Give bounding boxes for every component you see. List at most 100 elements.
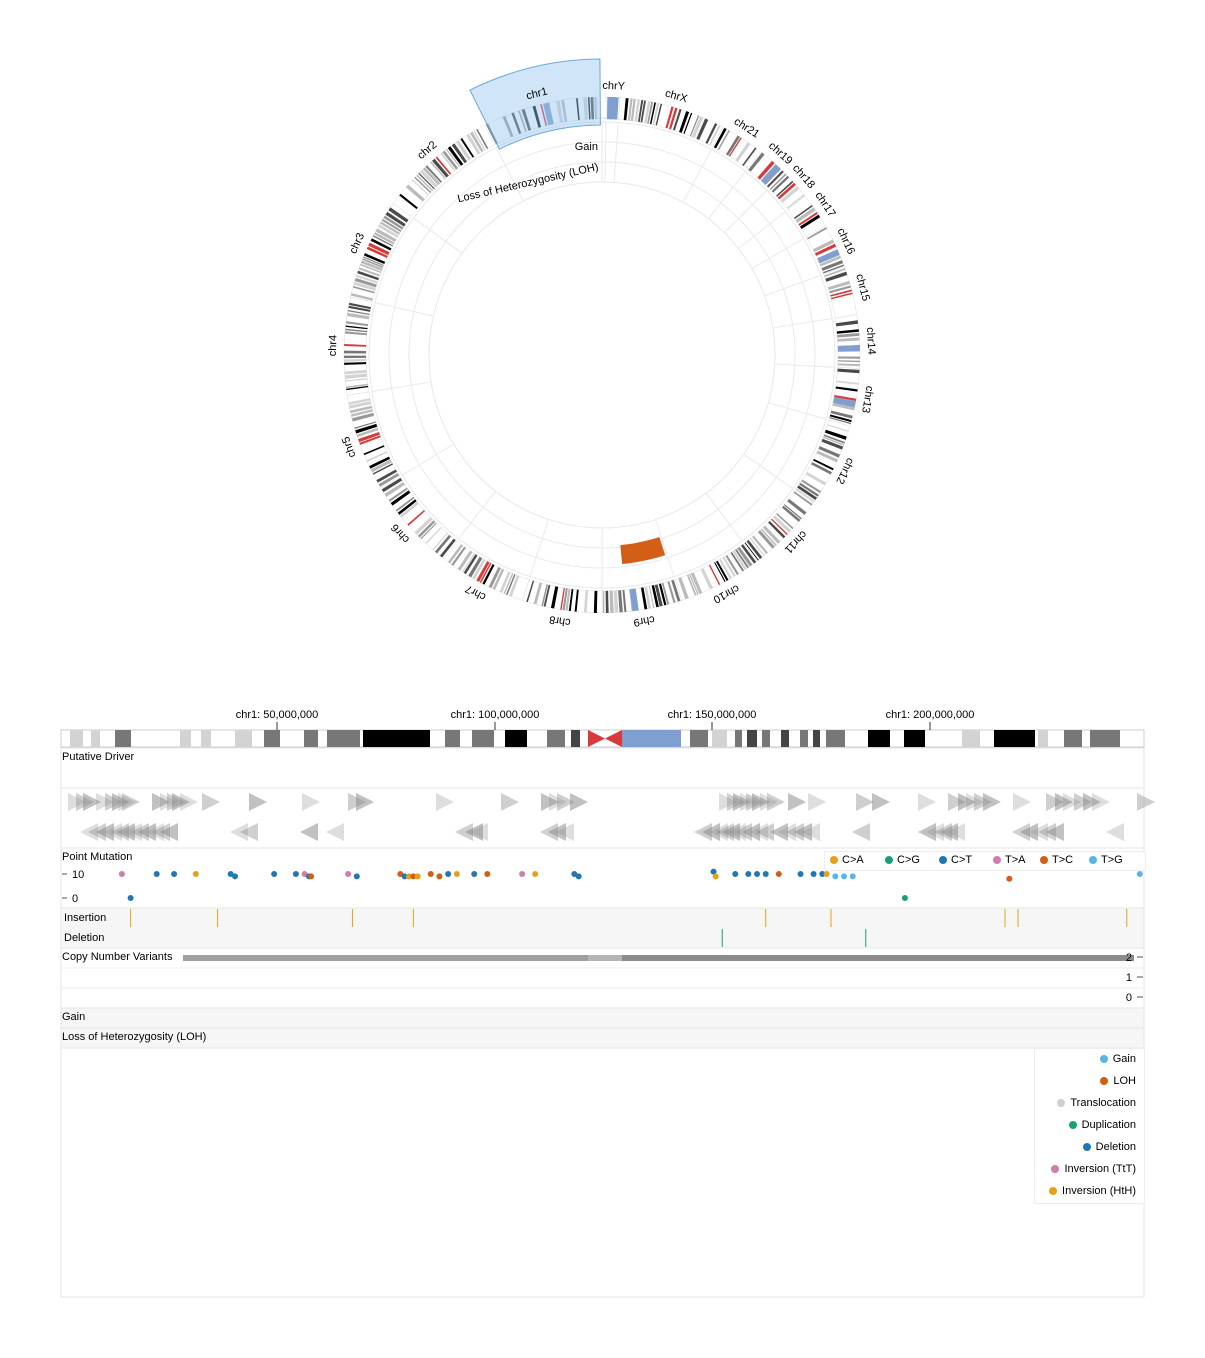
gene-glyph [958,793,976,811]
gene-glyph [778,823,796,841]
pm-legend-item[interactable]: T>A [993,854,1025,866]
gene-glyph [202,793,220,811]
point-mutation[interactable] [575,873,582,880]
gene-glyph [112,793,130,811]
point-mutation[interactable] [745,871,752,877]
point-mutation[interactable] [427,871,434,877]
gene-glyph [240,823,258,841]
legend-swatch [1068,1121,1077,1129]
point-mutation[interactable] [810,871,817,877]
point-mutation[interactable] [1136,871,1143,877]
point-mutation[interactable] [732,871,739,877]
chr1-selection-brush[interactable] [469,58,601,150]
chromosome-label-chrY: chrY [602,80,626,93]
circos-track-background [364,117,840,593]
point-mutation[interactable] [901,895,908,901]
gene-glyph [160,793,178,811]
point-mutation[interactable] [445,871,452,877]
sv-legend-item[interactable]: Inversion (HtH) [1049,1185,1136,1197]
pm-legend-item[interactable]: T>C [1040,854,1073,866]
point-mutation[interactable] [841,873,848,880]
point-mutation[interactable] [401,873,408,880]
point-mutation[interactable] [712,873,719,880]
point-mutation[interactable] [775,871,782,877]
point-mutation[interactable] [453,871,460,877]
point-mutation[interactable] [532,871,539,877]
gene-glyph [918,823,936,841]
gene-glyph [802,823,820,841]
gene-glyph [160,823,178,841]
pm-legend-item[interactable]: C>G [885,854,920,866]
point-mutation[interactable] [345,871,352,877]
point-mutation[interactable] [710,868,717,875]
pm-legend-item[interactable]: C>A [830,854,864,866]
point-mutation[interactable] [762,871,769,877]
gene-glyph [541,793,559,811]
legend-label: T>A [1005,854,1026,866]
point-mutation[interactable] [308,873,315,880]
point-mutation[interactable] [519,871,526,877]
point-mutation[interactable] [436,873,443,880]
point-mutation[interactable] [819,871,826,877]
gene-glyph [710,823,728,841]
loh-track [60,1027,1145,1049]
gene-glyph [856,793,874,811]
point-mutation[interactable] [353,873,360,880]
gene-glyph [122,793,140,811]
point-mutation[interactable] [271,871,278,877]
gene-glyph [926,823,944,841]
gene-glyph [455,823,473,841]
gene-glyph [760,793,778,811]
point-mutation[interactable] [410,873,417,880]
gene-glyph [80,823,98,841]
gene-glyph [852,823,870,841]
sv-legend-item[interactable]: Translocation [1057,1097,1136,1109]
gene-glyph [702,823,720,841]
chromosome-label-chr7: chr7 [463,582,488,603]
point-mutation[interactable] [1006,875,1013,882]
point-mutation[interactable] [832,873,839,880]
gene-glyph [728,823,746,841]
sv-legend-item[interactable]: Gain [1099,1053,1136,1065]
legend-swatch [830,856,838,864]
legend-label: C>A [842,854,864,866]
point-mutation[interactable] [232,873,239,880]
gene-glyph [104,823,122,841]
gene-glyph [356,793,374,811]
linear-genome-view: chr1: 50,000,000 chr1: 100,000,000 chr1:… [60,709,1155,1298]
point-mutation[interactable] [754,871,761,877]
point-mutation[interactable] [471,871,478,877]
point-mutation[interactable] [127,895,134,901]
gene-glyph [1013,793,1031,811]
deletion-label: Deletion [64,932,104,944]
axis-tick-label: chr1: 200,000,000 [886,709,975,721]
point-mutation[interactable] [414,873,421,880]
sv-legend-item[interactable]: Inversion (TtT) [1051,1163,1136,1175]
gene-glyph [742,823,760,841]
pm-tick-label: 10 [72,869,84,881]
sv-legend-item[interactable]: Duplication [1068,1119,1136,1131]
point-mutation[interactable] [484,871,491,877]
point-mutation[interactable] [406,873,413,880]
pm-legend-item[interactable]: C>T [939,854,972,866]
legend-swatch [1099,1055,1108,1063]
gene-glyph [326,823,344,841]
legend-label: T>G [1101,854,1123,866]
point-mutation[interactable] [192,871,199,877]
point-mutation[interactable] [797,871,804,877]
point-mutation[interactable] [118,871,125,877]
axis-tick-label: chr1: 50,000,000 [236,709,319,721]
sv-legend-item[interactable]: LOH [1100,1075,1136,1087]
point-mutation[interactable] [171,871,178,877]
sv-legend-item[interactable]: Deletion [1082,1141,1136,1153]
pm-legend-item[interactable]: T>G [1089,854,1123,866]
point-mutation[interactable] [153,871,160,877]
gene-glyph [138,823,156,841]
gene-glyph [983,793,1001,811]
point-mutation[interactable] [823,871,830,877]
point-mutation[interactable] [849,873,856,880]
gene-glyph [570,793,588,811]
point-mutation[interactable] [292,871,299,877]
cnv-segment-bar [622,955,1134,961]
gene-glyph [230,823,248,841]
